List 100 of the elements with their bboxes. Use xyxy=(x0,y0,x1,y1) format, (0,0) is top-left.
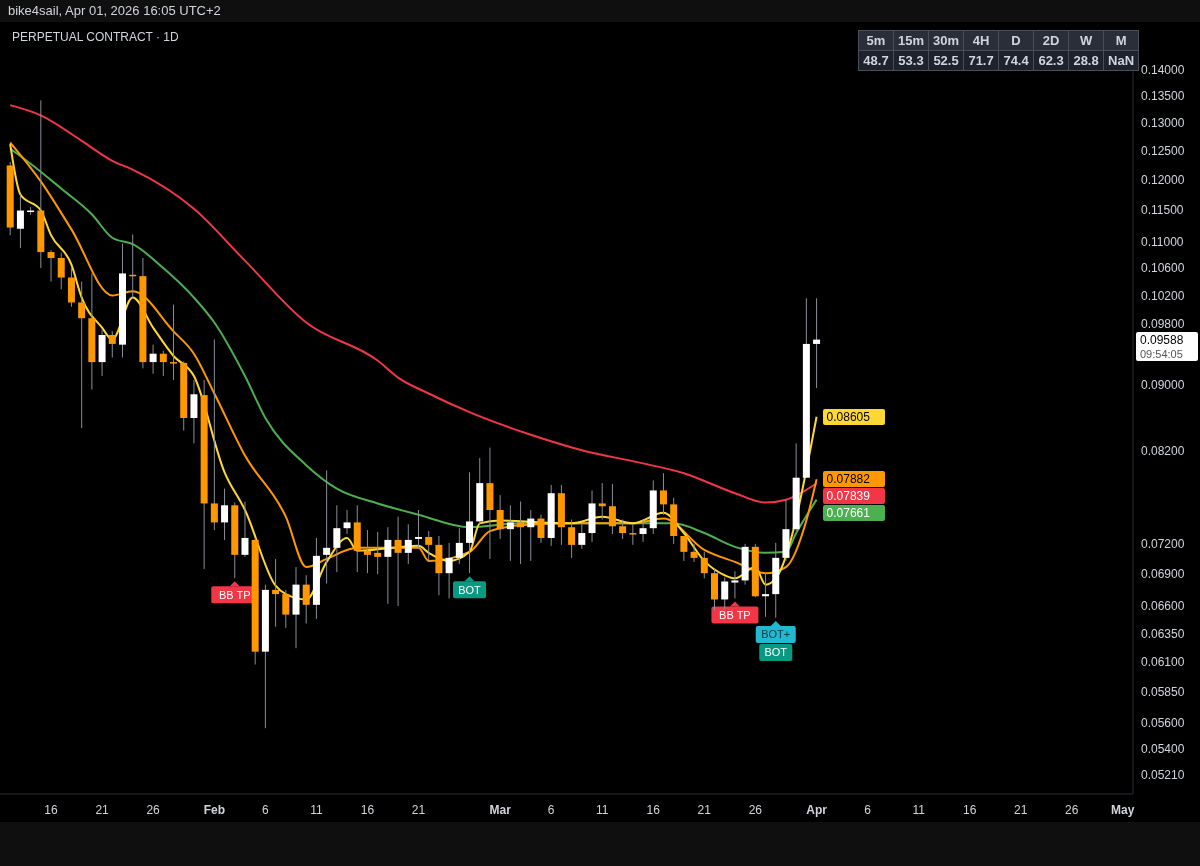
y-tick-label: 0.13500 xyxy=(1141,88,1185,103)
y-tick-label: 0.13000 xyxy=(1141,115,1185,130)
y-tick-label: 0.12000 xyxy=(1141,172,1185,187)
chart-title: PERPETUAL CONTRACT · 1D xyxy=(12,30,179,44)
annotation: BOT xyxy=(458,583,482,596)
candlestick xyxy=(608,483,616,535)
y-tick-label: 0.09800 xyxy=(1141,317,1185,332)
candlestick xyxy=(282,589,290,629)
category-label: 4H xyxy=(963,30,999,51)
x-tick-label: Apr xyxy=(806,803,828,817)
candlestick xyxy=(598,482,606,521)
data-label: 0.08605 xyxy=(826,408,871,425)
candlestick xyxy=(517,501,525,565)
x-tick-label: 6 xyxy=(262,803,270,817)
x-tick-label: May xyxy=(1111,803,1135,817)
x-tick-label: 16 xyxy=(360,803,375,817)
y-tick-label: 0.07200 xyxy=(1141,537,1185,552)
annotation: 28.8 xyxy=(1068,50,1104,71)
y-tick-label: 0.11000 xyxy=(1141,234,1184,249)
x-tick-label: 16 xyxy=(646,803,661,817)
y-tick-label: 0.09000 xyxy=(1141,377,1185,392)
x-tick-label: 21 xyxy=(411,803,426,817)
candlestick xyxy=(78,281,86,429)
candlestick xyxy=(221,488,229,541)
x-tick-label: Feb xyxy=(203,803,226,817)
candlestick xyxy=(272,558,280,628)
candlestick xyxy=(16,194,24,249)
candlestick xyxy=(108,330,116,359)
candlestick xyxy=(384,526,392,605)
candlestick xyxy=(680,535,688,562)
category-label: 2D xyxy=(1033,30,1069,51)
chart-subtitle: bike4sail, Apr 01, 2026 16:05 UTC+2 xyxy=(8,3,221,18)
candlestick xyxy=(762,572,770,618)
candlestick xyxy=(721,576,729,610)
candlestick xyxy=(455,527,463,565)
y-tick-label: 0.06100 xyxy=(1141,655,1185,670)
candlestick xyxy=(323,470,331,585)
annotation: BOT xyxy=(764,646,788,659)
candlestick xyxy=(57,252,65,290)
annotation: NaN xyxy=(1103,50,1139,71)
candlestick xyxy=(659,472,667,516)
candlestick xyxy=(170,304,178,381)
category-label: D xyxy=(998,30,1034,51)
data-label: 0.07661 xyxy=(826,505,871,522)
category-label: 5m xyxy=(858,30,894,51)
candlestick xyxy=(149,344,157,375)
y-tick-label: 0.05850 xyxy=(1141,685,1185,700)
candlestick xyxy=(445,542,453,599)
candlestick xyxy=(639,519,647,543)
candlestick xyxy=(415,509,422,550)
x-tick-label: 11 xyxy=(595,803,609,817)
y-tick-label: 0.05210 xyxy=(1141,767,1185,782)
candlestick xyxy=(47,249,55,283)
candlestick xyxy=(210,338,218,531)
candlestick xyxy=(813,297,821,389)
y-tick-label: 0.14000 xyxy=(1141,62,1185,77)
candlestick xyxy=(159,350,167,377)
candlestick xyxy=(466,471,474,574)
annotation: BOT+ xyxy=(761,628,791,641)
candlestick xyxy=(629,523,637,546)
y-tick-label: 0.11500 xyxy=(1141,203,1184,218)
candlestick xyxy=(241,501,249,558)
text: 0.09588 xyxy=(1140,332,1184,347)
category-label: 30m xyxy=(928,30,964,51)
candlestick xyxy=(527,509,535,562)
text: 09:54:05 xyxy=(1140,347,1184,361)
x-tick-label: 16 xyxy=(963,803,977,817)
x-tick-label: 21 xyxy=(1014,803,1028,817)
candlestick xyxy=(578,523,586,550)
candlestick xyxy=(333,504,341,573)
line-series xyxy=(9,104,818,504)
x-tick-label: 11 xyxy=(912,803,926,817)
candlestick xyxy=(425,530,433,562)
y-tick-label: 0.12500 xyxy=(1141,143,1185,158)
annotation: 71.7 xyxy=(963,50,999,71)
x-tick-label: Mar xyxy=(489,803,512,817)
candlestick xyxy=(496,494,504,540)
x-tick-label: 26 xyxy=(146,803,161,817)
x-tick-label: 6 xyxy=(547,803,555,817)
signal-tag: BOT xyxy=(759,643,793,661)
x-tick-label: 6 xyxy=(864,803,872,817)
candlestick xyxy=(506,504,514,562)
candlestick xyxy=(619,519,627,540)
x-tick-label: 26 xyxy=(1065,803,1079,817)
x-tick-label: 21 xyxy=(95,803,110,817)
annotation: BB TP xyxy=(719,608,751,621)
y-tick-label: 0.08200 xyxy=(1141,444,1185,459)
x-tick-label: 26 xyxy=(748,803,763,817)
candlestick xyxy=(302,574,310,624)
category-label: 15m xyxy=(893,30,929,51)
annotation: 48.7 xyxy=(858,50,894,71)
candlestick xyxy=(190,379,198,444)
y-tick-label: 0.10600 xyxy=(1141,261,1185,276)
x-tick-label: 21 xyxy=(697,803,712,817)
category-label: W xyxy=(1068,30,1104,51)
x-tick-label: 11 xyxy=(310,803,323,817)
x-tick-label: 16 xyxy=(44,803,59,817)
annotation: 74.4 xyxy=(998,50,1034,71)
candlestick xyxy=(404,523,412,565)
candlestick xyxy=(690,543,698,563)
